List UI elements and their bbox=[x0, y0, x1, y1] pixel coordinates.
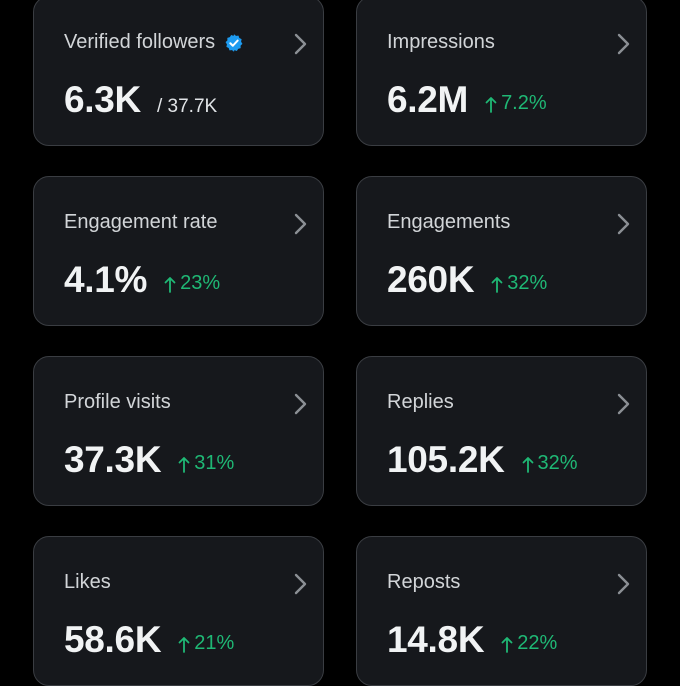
card-label-row: Replies bbox=[387, 391, 454, 414]
value-row: 6.2M 7.2% bbox=[387, 79, 547, 121]
engagement-rate-card[interactable]: Engagement rate 4.1% 23% bbox=[33, 176, 324, 326]
value-row: 260K 32% bbox=[387, 259, 547, 301]
chevron-right-icon bbox=[617, 33, 630, 55]
arrow-up-icon bbox=[501, 637, 513, 653]
value-row: 6.3K / 37.7K bbox=[64, 79, 217, 121]
metric-change-value: 7.2% bbox=[501, 92, 547, 114]
card-label: Impressions bbox=[387, 31, 495, 53]
value-row: 37.3K 31% bbox=[64, 439, 234, 481]
metric-value: 37.3K bbox=[64, 439, 162, 480]
verified-followers-card[interactable]: Verified followers 6.3K / 37.7K bbox=[33, 0, 324, 146]
card-label: Replies bbox=[387, 391, 454, 413]
card-label-row: Engagement rate bbox=[64, 211, 217, 234]
arrow-up-icon bbox=[491, 277, 503, 293]
chevron-right-icon bbox=[294, 393, 307, 415]
metric-change: 23% bbox=[164, 272, 220, 295]
chevron-right-icon bbox=[294, 33, 307, 55]
card-label-row: Verified followers bbox=[64, 31, 244, 54]
metric-total: / 37.7K bbox=[156, 96, 218, 117]
card-label-row: Reposts bbox=[387, 571, 460, 594]
metric-change: 31% bbox=[178, 452, 234, 475]
arrow-up-icon bbox=[178, 637, 190, 653]
metric-value: 14.8K bbox=[387, 619, 485, 660]
metric-change-value: 22% bbox=[517, 632, 558, 654]
metric-change-value: 21% bbox=[194, 632, 235, 654]
reposts-card[interactable]: Reposts 14.8K 22% bbox=[356, 536, 647, 686]
engagements-card[interactable]: Engagements 260K 32% bbox=[356, 176, 647, 326]
likes-card[interactable]: Likes 58.6K 21% bbox=[33, 536, 324, 686]
metric-change: 22% bbox=[501, 632, 557, 655]
value-row: 58.6K 21% bbox=[64, 619, 234, 661]
card-label-row: Profile visits bbox=[64, 391, 171, 414]
arrow-up-icon bbox=[522, 457, 533, 473]
card-label-row: Likes bbox=[64, 571, 111, 594]
impressions-card[interactable]: Impressions 6.2M 7.2% bbox=[356, 0, 647, 146]
metrics-grid: Verified followers 6.3K / 37.7K Impressi… bbox=[33, 0, 648, 686]
card-label: Profile visits bbox=[64, 391, 171, 413]
metric-change: 32% bbox=[522, 452, 578, 475]
metric-change-value: 31% bbox=[194, 452, 235, 474]
metric-change-value: 32% bbox=[537, 452, 578, 474]
metric-change: 21% bbox=[178, 632, 234, 655]
card-label: Verified followers bbox=[64, 31, 216, 53]
replies-card[interactable]: Replies 105.2K 32% bbox=[356, 356, 647, 506]
metric-value: 4.1% bbox=[64, 259, 148, 300]
metric-change: 7.2% bbox=[485, 92, 547, 115]
chevron-right-icon bbox=[617, 213, 630, 235]
metric-value: 105.2K bbox=[387, 439, 505, 480]
chevron-right-icon bbox=[617, 573, 630, 595]
chevron-right-icon bbox=[294, 213, 307, 235]
value-row: 14.8K 22% bbox=[387, 619, 557, 661]
metric-value: 6.2M bbox=[387, 79, 469, 120]
metric-change-value: 23% bbox=[180, 272, 221, 294]
profile-visits-card[interactable]: Profile visits 37.3K 31% bbox=[33, 356, 324, 506]
card-label: Likes bbox=[64, 571, 111, 593]
arrow-up-icon bbox=[164, 277, 176, 293]
arrow-up-icon bbox=[485, 97, 497, 113]
metric-change-value: 32% bbox=[507, 272, 548, 294]
chevron-right-icon bbox=[617, 393, 630, 415]
value-row: 4.1% 23% bbox=[64, 259, 220, 301]
chevron-right-icon bbox=[294, 573, 307, 595]
card-label-row: Engagements bbox=[387, 211, 510, 234]
value-row: 105.2K 32% bbox=[387, 439, 578, 481]
metric-value: 6.3K bbox=[64, 79, 141, 120]
card-label: Reposts bbox=[387, 571, 461, 593]
card-label-row: Impressions bbox=[387, 31, 495, 54]
arrow-up-icon bbox=[178, 457, 190, 473]
card-label: Engagement rate bbox=[64, 211, 218, 233]
verified-badge-icon bbox=[225, 33, 243, 52]
metric-value: 58.6K bbox=[64, 619, 162, 660]
metric-value: 260K bbox=[387, 259, 475, 300]
metric-change: 32% bbox=[491, 272, 547, 295]
card-label: Engagements bbox=[387, 211, 511, 233]
